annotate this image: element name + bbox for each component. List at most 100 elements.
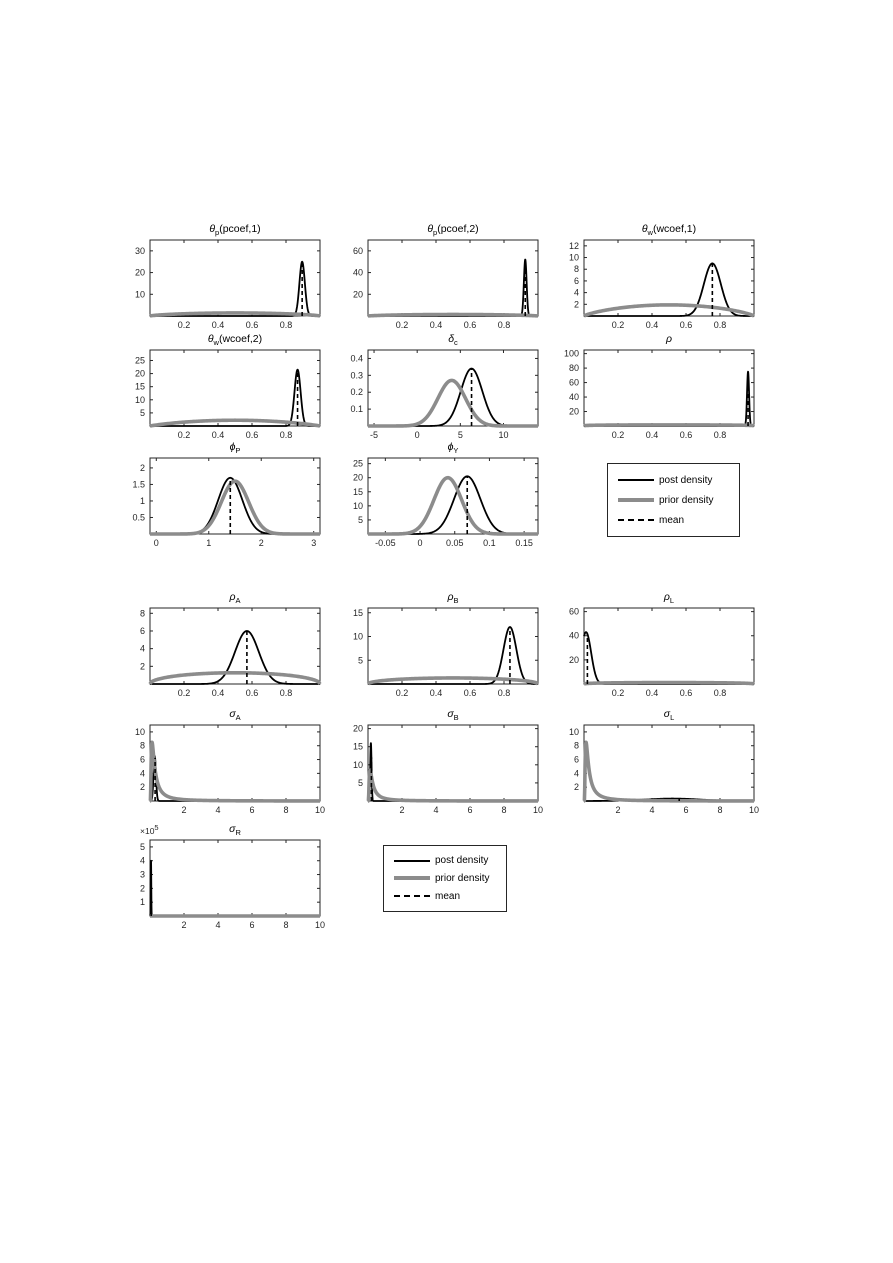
svg-text:0.8: 0.8 xyxy=(280,688,293,698)
svg-text:ρB: ρB xyxy=(446,591,458,605)
svg-text:40: 40 xyxy=(569,392,579,402)
svg-text:6: 6 xyxy=(140,626,145,636)
legend-box-top: post density prior density mean xyxy=(607,463,740,537)
svg-text:10: 10 xyxy=(353,632,363,642)
legend-entry-mean: mean xyxy=(618,515,729,526)
legend-entry-prior: prior density xyxy=(618,495,729,506)
subplot-sigma-A: 2 4 6 8 10 2 4 6 8 10 σA xyxy=(135,708,325,815)
prior-density-line-sample xyxy=(618,498,654,502)
legend-label-prior: prior density xyxy=(659,494,714,506)
subplot-sigma-L: 2 4 6 8 10 2 4 6 8 10 σL xyxy=(569,708,759,815)
svg-text:0.2: 0.2 xyxy=(178,430,191,440)
svg-text:×105: ×105 xyxy=(140,823,159,836)
svg-text:0.6: 0.6 xyxy=(680,688,693,698)
prior-density-line-sample xyxy=(394,876,430,881)
svg-text:0: 0 xyxy=(415,430,420,440)
svg-text:ρL: ρL xyxy=(663,591,674,605)
legend-box-bottom: post density prior density mean xyxy=(383,845,507,912)
svg-text:5: 5 xyxy=(458,430,463,440)
svg-text:0: 0 xyxy=(154,538,159,548)
svg-text:0.8: 0.8 xyxy=(714,430,727,440)
svg-text:5: 5 xyxy=(140,842,145,852)
svg-text:0.6: 0.6 xyxy=(246,430,259,440)
legend-label-post: post density xyxy=(659,474,713,486)
svg-text:30: 30 xyxy=(135,246,145,256)
svg-text:10: 10 xyxy=(135,727,145,737)
legend-entry-post: post density xyxy=(618,475,729,486)
svg-text:σB: σB xyxy=(447,708,458,722)
subplot-sigma-B: 2 4 6 8 10 5 10 15 20 σB xyxy=(353,708,543,815)
svg-text:6: 6 xyxy=(249,805,254,815)
svg-text:0.6: 0.6 xyxy=(680,320,693,330)
legend-label-mean: mean xyxy=(435,890,461,902)
svg-text:2: 2 xyxy=(399,805,404,815)
svg-text:5: 5 xyxy=(358,655,363,665)
svg-text:15: 15 xyxy=(353,487,363,497)
legend-label-prior: prior density xyxy=(435,872,490,884)
svg-text:0.2: 0.2 xyxy=(396,320,409,330)
post-density-line-sample xyxy=(618,479,654,481)
svg-text:0.8: 0.8 xyxy=(714,688,727,698)
svg-text:8: 8 xyxy=(574,264,579,274)
svg-text:ρ: ρ xyxy=(665,333,672,345)
svg-text:8: 8 xyxy=(574,741,579,751)
svg-text:ρA: ρA xyxy=(228,591,240,605)
svg-text:40: 40 xyxy=(353,268,363,278)
svg-text:0.6: 0.6 xyxy=(246,320,259,330)
svg-text:2: 2 xyxy=(181,920,186,930)
svg-text:15: 15 xyxy=(135,382,145,392)
svg-text:8: 8 xyxy=(283,920,288,930)
svg-text:δc: δc xyxy=(448,333,458,347)
svg-text:4: 4 xyxy=(140,768,145,778)
legend-entry-post: post density xyxy=(394,855,496,866)
svg-text:0.2: 0.2 xyxy=(178,320,191,330)
svg-text:10: 10 xyxy=(569,727,579,737)
legend-label-post: post density xyxy=(435,855,489,867)
svg-text:1: 1 xyxy=(140,496,145,506)
svg-text:0.3: 0.3 xyxy=(350,370,363,380)
svg-text:ϕP: ϕP xyxy=(230,441,241,455)
svg-text:0.6: 0.6 xyxy=(246,688,259,698)
svg-text:0.8: 0.8 xyxy=(498,688,511,698)
svg-text:1: 1 xyxy=(206,538,211,548)
svg-text:40: 40 xyxy=(569,631,579,641)
svg-text:0.4: 0.4 xyxy=(430,320,443,330)
svg-text:θp(pcoef,1): θp(pcoef,1) xyxy=(209,223,260,237)
svg-text:4: 4 xyxy=(649,805,654,815)
svg-text:12: 12 xyxy=(569,241,579,251)
svg-text:4: 4 xyxy=(215,805,220,815)
svg-text:4: 4 xyxy=(574,768,579,778)
svg-text:0.05: 0.05 xyxy=(446,538,464,548)
mean-line-sample xyxy=(618,519,654,521)
subplot-phi-P: 0 1 2 3 0.5 1 1.5 2 ϕP xyxy=(132,441,321,548)
svg-text:80: 80 xyxy=(569,363,579,373)
svg-text:2: 2 xyxy=(574,299,579,309)
subplot-rho-L: 0.2 0.4 0.6 0.8 20 40 60 ρL xyxy=(569,591,755,698)
svg-text:0.2: 0.2 xyxy=(350,387,363,397)
svg-text:2: 2 xyxy=(140,883,145,893)
svg-text:15: 15 xyxy=(353,608,363,618)
svg-text:0.4: 0.4 xyxy=(646,320,659,330)
svg-text:0.6: 0.6 xyxy=(464,688,477,698)
post-density-line-sample xyxy=(394,859,430,862)
svg-text:σA: σA xyxy=(229,708,240,722)
svg-text:20: 20 xyxy=(569,407,579,417)
svg-text:6: 6 xyxy=(574,755,579,765)
svg-text:0.4: 0.4 xyxy=(430,688,443,698)
svg-text:θw(wcoef,2): θw(wcoef,2) xyxy=(208,333,262,347)
svg-text:θw(wcoef,1): θw(wcoef,1) xyxy=(642,223,696,237)
svg-text:5: 5 xyxy=(358,515,363,525)
svg-text:4: 4 xyxy=(215,920,220,930)
subplot-theta-w-wcoef-2: 0.2 0.4 0.6 0.8 5 10 15 20 25 θw(wcoef,2) xyxy=(135,333,321,440)
svg-text:0.4: 0.4 xyxy=(646,430,659,440)
svg-text:0.2: 0.2 xyxy=(396,688,409,698)
svg-text:2: 2 xyxy=(140,463,145,473)
svg-text:-5: -5 xyxy=(370,430,378,440)
subplot-rho: 0.2 0.4 0.6 0.8 20 40 60 80 100 ρ xyxy=(564,333,755,440)
svg-text:20: 20 xyxy=(569,655,579,665)
svg-text:0.15: 0.15 xyxy=(515,538,533,548)
svg-text:2: 2 xyxy=(140,782,145,792)
svg-text:25: 25 xyxy=(135,355,145,365)
